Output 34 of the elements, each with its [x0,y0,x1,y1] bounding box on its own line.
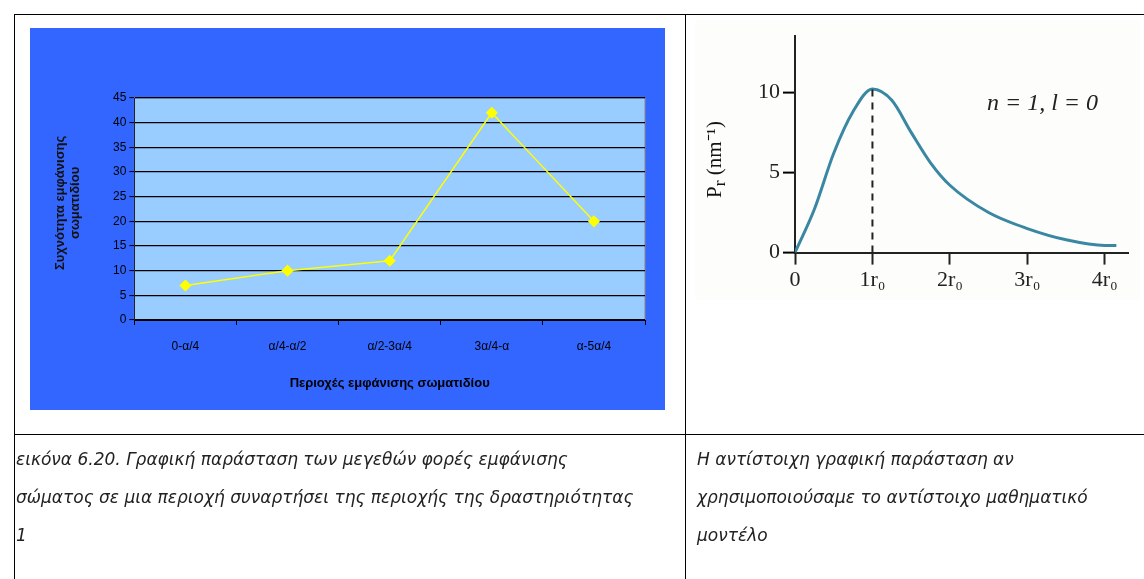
annotation: n = 1, l = 0 [986,88,1098,115]
point [179,279,192,292]
y-axis-title: Συχνότητα εμφάνισης σωματιδίου [52,134,83,273]
x-tick-label: 3α/4-α [474,338,510,353]
x-tick-label: α/4-α/2 [268,338,307,353]
point [588,215,600,228]
y-tick-label: 35 [112,139,127,154]
x-axis-title: Περιοχές εμφάνισης σωματιδίου [289,374,491,390]
y-tick-label: 40 [112,114,127,129]
y-tick-label: 15 [112,238,127,253]
point [383,255,396,267]
y-tick-label: 5 [769,158,780,184]
line-series [795,87,1118,253]
x-tick-label: 0-α/4 [171,338,200,353]
y-tick-label: 0 [769,238,780,264]
y-tick-label: 5 [119,287,127,302]
point [281,264,294,277]
text: Η αντίστοιχη γραφική παράσταση αν χρησιμοποιούσαμε το αντίστοιχο μαθηματικό μοντέλο [697,448,1089,547]
x-tick-label: 3r₀ [1014,265,1041,291]
y-tick-label: 0 [119,312,127,327]
x-tick-label: 2r₀ [936,265,963,291]
x-tick-label: α/2-3α/4 [367,338,413,353]
y-tick-label: 20 [112,213,127,228]
x-tick-label: 4r₀ [1091,265,1118,291]
x-tick-label: 1r₀ [859,265,886,291]
y-tick-label: 45 [112,90,127,105]
y-tick-label: 25 [112,188,127,203]
y-tick-label: 10 [112,262,127,277]
y-tick-label: 10 [758,78,780,104]
x-tick-label: 0 [789,265,801,291]
y-tick-label: 30 [112,164,127,179]
text: εικόνα 6.20. Γραφική παράσταση των μεγεθών φορές εμφάνισης σώματος σε μια περιοχή συναρτήσει της περιοχής της δραστηριότητας 1 [16,448,635,547]
point [486,107,498,119]
x-tick-label: α-5α/4 [576,338,612,353]
